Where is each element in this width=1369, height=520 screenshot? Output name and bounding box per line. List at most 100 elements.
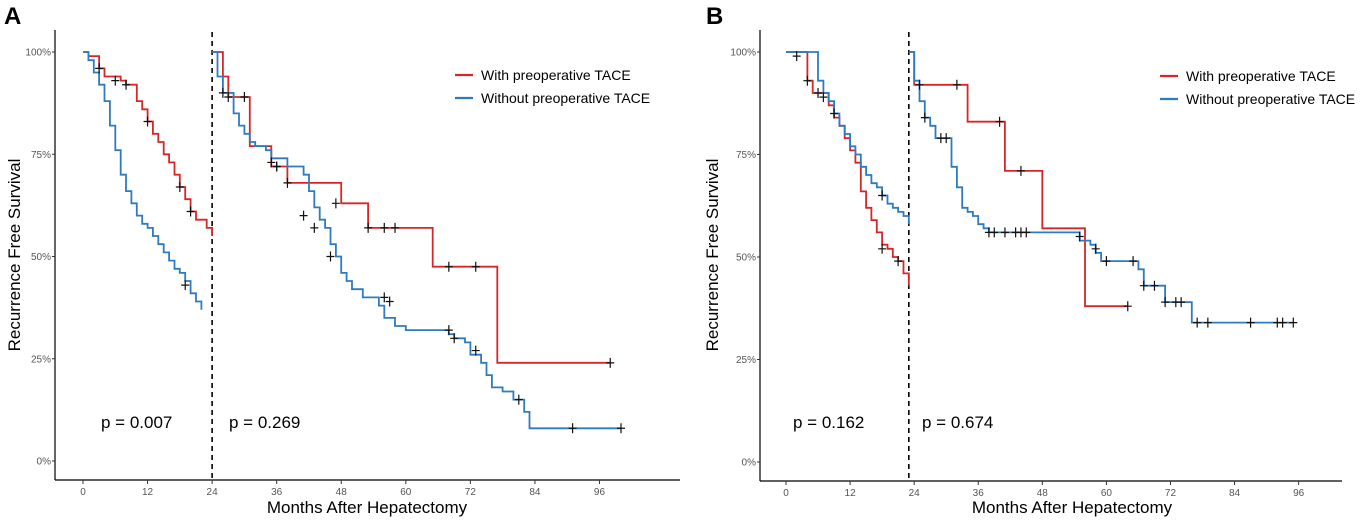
censor-mark	[1161, 297, 1170, 308]
x-tick-label: 72	[1165, 488, 1177, 499]
x-axis-title: Months After Hepatectomy	[972, 498, 1173, 517]
censor-mark	[471, 345, 480, 356]
y-tick-label: 75%	[736, 150, 756, 161]
chart-panel-a: 0% 25% 50% 75% 100% 0 12 24 36 48 60 72 84 96 Months A…	[4, 3, 680, 517]
with-tace-curve	[908, 51, 1128, 308]
censor-mark	[990, 227, 999, 238]
censor-mark	[1016, 165, 1025, 176]
censor-mark	[331, 198, 340, 209]
censor-mark	[1193, 317, 1202, 328]
censor-mark	[385, 296, 394, 307]
y-tick-label: 25%	[31, 354, 51, 365]
x-tick-label: 0	[80, 487, 86, 498]
censor-mark	[1102, 256, 1111, 267]
censor-mark	[894, 256, 903, 267]
y-axis-title: Recurrence Free Survival	[703, 159, 722, 352]
legend-label: With preoperative TACE	[1186, 68, 1336, 84]
censor-mark	[186, 206, 195, 217]
censor-mark	[1203, 317, 1212, 328]
censor-mark	[380, 292, 389, 303]
x-tick-label: 60	[1101, 488, 1113, 499]
censor-mark	[1022, 227, 1031, 238]
x-tick-label: 36	[271, 487, 283, 498]
censor-mark	[380, 222, 389, 233]
with-tace-curve	[786, 51, 910, 286]
legend-label: With preoperative TACE	[481, 67, 631, 83]
censor-mark	[267, 157, 276, 168]
censor-mark	[1278, 317, 1287, 328]
censor-mark	[143, 116, 152, 127]
censor-mark	[181, 280, 190, 291]
censor-mark	[310, 222, 319, 233]
censor-mark	[514, 394, 523, 405]
without-tace-curve	[786, 51, 910, 225]
x-tick-label: 96	[1293, 488, 1305, 499]
y-tick-label: 100%	[25, 48, 51, 59]
censor-mark	[915, 79, 924, 90]
censor-mark	[995, 116, 1004, 127]
x-tick-label: 48	[1037, 488, 1049, 499]
censor-mark	[283, 177, 292, 188]
censor-mark	[1000, 227, 1009, 238]
without-tace-curve	[212, 51, 621, 430]
legend-label: Without preoperative TACE	[1186, 91, 1355, 107]
y-tick-label: 0%	[37, 457, 52, 468]
censor-mark	[814, 88, 823, 98]
censor-mark	[803, 75, 812, 86]
legend-label: Without preoperative TACE	[481, 90, 650, 106]
x-tick-label: 24	[909, 488, 921, 499]
y-tick-label: 75%	[31, 150, 51, 161]
censor-mark	[1091, 243, 1100, 254]
censor-mark	[95, 63, 104, 74]
x-tick-label: 36	[973, 488, 985, 499]
chart-panel-b: 0% 25% 50% 75% 100% 0 12 24 36 48 60 72 84 96 Months A…	[703, 3, 1355, 517]
with-tace-curve	[212, 51, 611, 364]
censor-mark	[1129, 256, 1138, 267]
p-value-label: p = 0.162	[793, 413, 864, 432]
censor-mark	[364, 222, 373, 233]
x-tick-label: 12	[845, 488, 857, 499]
censor-mark	[878, 243, 887, 254]
x-tick-label: 60	[400, 487, 412, 498]
censor-mark	[1177, 297, 1186, 308]
censor-mark	[272, 161, 281, 172]
censor-mark	[240, 91, 249, 102]
censor-mark	[920, 112, 929, 123]
x-tick-label: 0	[783, 488, 789, 499]
censor-mark	[819, 92, 828, 103]
x-tick-label: 96	[594, 487, 606, 498]
censor-mark	[878, 190, 887, 201]
censor-mark	[299, 210, 308, 221]
censor-mark	[568, 423, 577, 434]
y-tick-label: 100%	[730, 48, 756, 59]
without-tace-curve	[908, 51, 1294, 324]
x-tick-label: 48	[336, 487, 348, 498]
panel-letter: B	[706, 3, 723, 30]
censor-mark	[444, 261, 453, 272]
y-tick-label: 50%	[31, 252, 51, 263]
censor-mark	[1139, 280, 1148, 291]
censor-mark	[952, 79, 961, 90]
censor-mark	[942, 133, 951, 144]
x-tick-label: 72	[465, 487, 477, 498]
censor-mark	[444, 325, 453, 336]
y-tick-label: 25%	[736, 355, 756, 366]
p-value-label: p = 0.269	[229, 413, 300, 432]
panel-letter: A	[4, 3, 21, 30]
censor-mark	[218, 87, 227, 98]
x-tick-label: 84	[1229, 488, 1241, 499]
censor-mark	[122, 79, 131, 90]
x-tick-label: 12	[142, 487, 154, 498]
censor-mark	[1123, 301, 1132, 312]
censor-mark	[224, 91, 233, 102]
censor-mark	[1289, 317, 1298, 328]
censor-mark	[830, 108, 839, 119]
censor-mark	[1246, 317, 1255, 328]
censor-mark	[1075, 231, 1084, 242]
censor-mark	[175, 181, 184, 192]
censor-mark	[617, 423, 625, 434]
y-tick-label: 0%	[742, 458, 757, 469]
y-axis-title: Recurrence Free Survival	[5, 159, 24, 352]
y-tick-label: 50%	[736, 253, 756, 264]
